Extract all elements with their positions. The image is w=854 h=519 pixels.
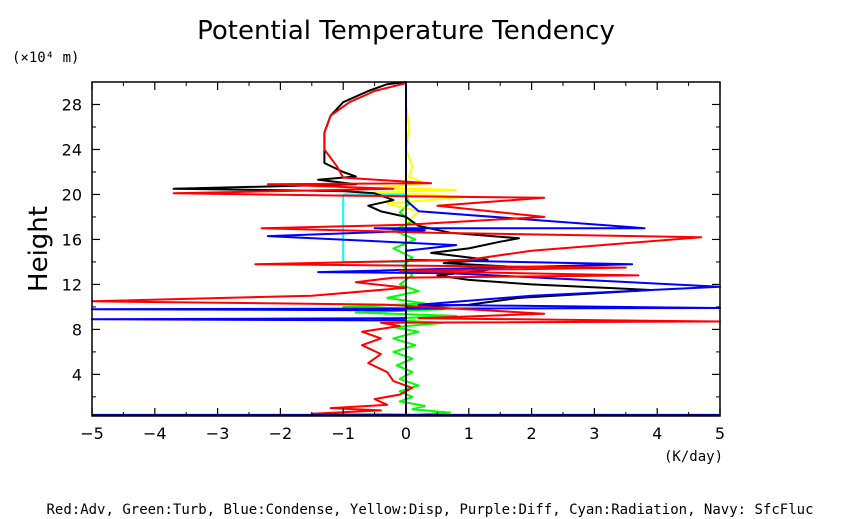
x-tick-label: −2 [269,424,293,443]
series-line-5 [91,82,721,416]
x-tick-label: 4 [652,424,662,443]
series-line-1 [373,87,470,224]
x-tick-label: 5 [715,424,725,443]
x-tick-label: 2 [527,424,537,443]
x-tick-label: −4 [143,424,167,443]
x-tick-label: 3 [589,424,599,443]
x-tick-label: −5 [80,424,104,443]
x-tick-label: −3 [206,424,230,443]
y-tick-label: 16 [62,230,82,249]
legend-text: Red:Adv, Green:Turb, Blue:Condense, Yell… [46,502,813,518]
y-unit-label: (×10⁴ m) [12,50,79,66]
y-tick-label: 24 [62,140,82,159]
y-tick-label: 12 [62,275,82,294]
y-axis-label: Height [24,206,54,292]
series-line-3 [172,81,652,415]
x-tick-label: 0 [401,424,411,443]
chart-title: Potential Temperature Tendency [197,16,615,46]
y-tick-label: 28 [62,95,82,114]
y-tick-label: 8 [72,320,82,339]
x-tick-label: −1 [331,424,355,443]
x-tick-label: 1 [464,424,474,443]
y-tick-label: 4 [72,365,82,384]
y-tick-label: 20 [62,185,82,204]
x-unit-label: (K/day) [664,449,723,465]
